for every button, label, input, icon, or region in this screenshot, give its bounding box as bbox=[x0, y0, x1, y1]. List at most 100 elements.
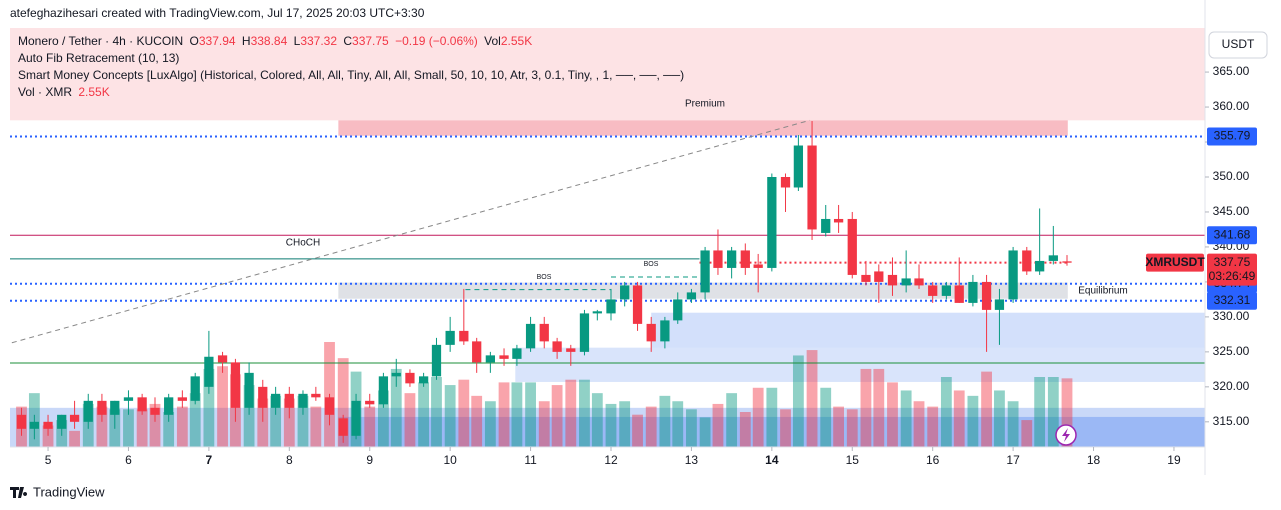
volume-bar bbox=[820, 387, 832, 447]
candle-body bbox=[833, 218, 844, 223]
volume-bar bbox=[551, 385, 563, 447]
ohlc-value: 337.94 bbox=[199, 34, 236, 48]
brand-logo bbox=[10, 487, 28, 498]
volume-bar bbox=[752, 387, 764, 447]
level-line bbox=[11, 119, 810, 344]
ohlc-label: O bbox=[190, 34, 199, 48]
vol-value: 2.55K bbox=[501, 34, 532, 48]
volume-bar bbox=[953, 390, 965, 447]
volume-bar bbox=[591, 393, 603, 447]
symbol: Monero / Tether · 4h · KUCOIN bbox=[18, 34, 183, 48]
volume-bar bbox=[766, 387, 778, 447]
volume-bar bbox=[310, 406, 322, 447]
volume-bar bbox=[337, 358, 349, 447]
candle-body bbox=[592, 311, 602, 314]
annotation: CHoCH bbox=[286, 238, 320, 249]
candle-body bbox=[1062, 261, 1072, 263]
ohlc-label: L bbox=[294, 34, 301, 48]
candle-body bbox=[1035, 260, 1045, 272]
volume-bar bbox=[189, 393, 201, 447]
candle-body bbox=[29, 421, 40, 429]
y-tick-label: 365.00 bbox=[1213, 64, 1250, 78]
volume-bar bbox=[780, 409, 791, 447]
legend-main: Monero / Tether · 4h · KUCOIN O337.94 H 3… bbox=[18, 34, 532, 48]
candle-body bbox=[378, 376, 389, 405]
candle-body bbox=[994, 299, 1005, 310]
candle-body bbox=[217, 355, 228, 363]
candle-body bbox=[673, 299, 683, 321]
volume-bar bbox=[846, 409, 858, 447]
candle-body bbox=[861, 274, 871, 282]
x-tick-label: 15 bbox=[846, 453, 860, 467]
ohlc-value: 337.32 bbox=[300, 34, 337, 48]
volume-bar bbox=[726, 393, 738, 447]
indicator: Auto Fib Retracement (10, 13) bbox=[18, 51, 179, 65]
volume-bar bbox=[967, 395, 979, 447]
volume-bar bbox=[887, 382, 898, 447]
price-tag bbox=[1207, 291, 1257, 310]
y-tick-label: 330.00 bbox=[1213, 309, 1250, 323]
countdown: 03:26:49 bbox=[1209, 269, 1256, 283]
candle-body bbox=[150, 407, 160, 415]
x-tick-label: 14 bbox=[765, 453, 779, 467]
vol-indicator-value: 2.55K bbox=[78, 85, 109, 99]
change: −0.19 (−0.06%) bbox=[395, 34, 478, 48]
candle-body bbox=[847, 218, 857, 275]
candle-body bbox=[258, 386, 268, 408]
candle-body bbox=[620, 285, 630, 300]
volume-bar bbox=[511, 382, 523, 447]
x-tick-label: 12 bbox=[604, 453, 618, 467]
x-tick-label: 13 bbox=[685, 453, 699, 467]
candle-body bbox=[123, 397, 134, 401]
volume-bar bbox=[217, 366, 228, 447]
candle-body bbox=[298, 393, 308, 408]
volume-bar bbox=[418, 382, 430, 447]
volume-bar bbox=[270, 395, 282, 447]
x-tick-label: 11 bbox=[524, 453, 537, 467]
currency-button[interactable] bbox=[1208, 31, 1268, 59]
volume-bar bbox=[525, 382, 536, 447]
candle-body bbox=[914, 278, 924, 286]
volume-bar bbox=[377, 390, 389, 447]
x-tick-label: 19 bbox=[1167, 453, 1181, 467]
candle-body bbox=[525, 323, 536, 349]
volume-bar bbox=[806, 350, 818, 447]
volume-bar bbox=[163, 412, 175, 447]
candle-body bbox=[472, 341, 482, 363]
candle-body bbox=[1008, 250, 1018, 300]
x-tick-label: 10 bbox=[443, 453, 457, 467]
candle-body bbox=[566, 348, 576, 352]
candle-body bbox=[740, 250, 750, 268]
zone bbox=[10, 28, 1205, 121]
volume-bar bbox=[257, 398, 269, 447]
currency[interactable]: USDT bbox=[1222, 37, 1255, 51]
zone bbox=[651, 312, 1205, 352]
volume-bar bbox=[860, 368, 872, 447]
candle-body bbox=[244, 372, 254, 408]
volume-bar bbox=[1034, 377, 1046, 447]
candle-body bbox=[928, 285, 938, 296]
candle-body bbox=[646, 323, 656, 342]
candle-body bbox=[485, 355, 495, 363]
candle-body bbox=[579, 313, 590, 352]
candle-body bbox=[606, 299, 616, 314]
x-tick-label: 5 bbox=[45, 453, 52, 467]
candle-body bbox=[351, 400, 361, 436]
candle-body bbox=[954, 285, 964, 303]
volume-bar bbox=[833, 406, 844, 447]
candle-body bbox=[405, 372, 415, 384]
candle-body bbox=[1048, 255, 1058, 261]
volume-bar bbox=[940, 377, 952, 447]
x-tick-label: 8 bbox=[286, 453, 293, 467]
volume-bar bbox=[672, 401, 684, 447]
volume-bar bbox=[659, 395, 671, 447]
y-tick-label: 350.00 bbox=[1213, 169, 1250, 183]
candle-body bbox=[97, 400, 107, 415]
candle-body bbox=[767, 176, 777, 268]
volume-bar bbox=[1047, 377, 1059, 447]
candle-body bbox=[780, 176, 791, 188]
ohlc-label: H bbox=[242, 34, 251, 48]
candle-body bbox=[110, 400, 120, 415]
x-tick-label: 9 bbox=[366, 453, 373, 467]
